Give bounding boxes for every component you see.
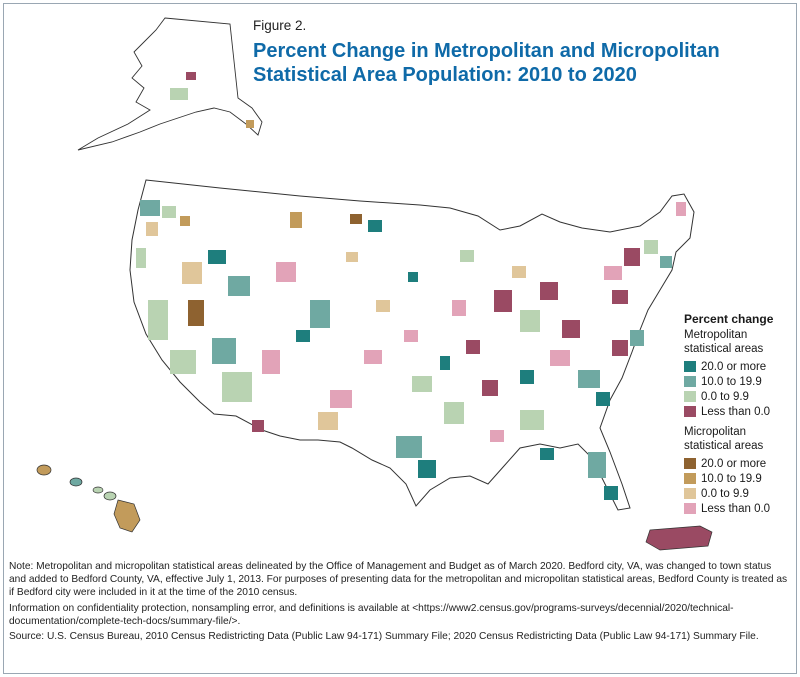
info-text: Information on confidentiality protectio… — [9, 602, 734, 627]
legend-label: 10.0 to 19.9 — [701, 472, 762, 485]
legend-swatch — [684, 361, 696, 372]
legend-label: 0.0 to 9.9 — [701, 390, 749, 403]
legend-item: Less than 0.0 — [684, 501, 796, 516]
figure-notes: Note: Metropolitan and micropolitan stat… — [9, 560, 789, 645]
legend-item: 20.0 or more — [684, 359, 796, 374]
legend-metro-heading: Metropolitan statistical areas — [684, 329, 764, 355]
legend-swatch — [684, 376, 696, 387]
legend-item: 10.0 to 19.9 — [684, 471, 796, 486]
legend-label: 20.0 or more — [701, 360, 767, 373]
source-text: Source: U.S. Census Bureau, 2010 Census … — [9, 631, 759, 643]
legend-swatch — [684, 458, 696, 469]
legend-item: 0.0 to 9.9 — [684, 486, 796, 501]
us-map — [36, 17, 713, 551]
legend-swatch — [684, 488, 696, 499]
hawaii-map — [36, 464, 141, 533]
legend-label: 20.0 or more — [701, 457, 767, 470]
legend-label: Less than 0.0 — [701, 405, 771, 418]
legend-label: Less than 0.0 — [701, 502, 771, 515]
alaska-micro-area — [246, 120, 254, 128]
legend-swatch — [684, 473, 696, 484]
note-text: Note: Metropolitan and micropolitan stat… — [9, 561, 788, 599]
legend-swatch — [684, 503, 696, 514]
legend-item: 20.0 or more — [684, 456, 796, 471]
puerto-rico-map — [645, 525, 713, 551]
legend-micro-heading: Micropolitan statistical areas — [684, 426, 764, 452]
alaska-metro-area — [170, 88, 188, 100]
alaska-map — [77, 17, 263, 151]
legend-swatch — [684, 406, 696, 417]
legend-swatch — [684, 391, 696, 402]
legend-item: Less than 0.0 — [684, 404, 796, 419]
legend: Percent change Metropolitan statistical … — [684, 312, 796, 516]
statistical-areas — [136, 200, 686, 500]
figure-title: Percent Change in Metropolitan and Micro… — [253, 40, 720, 86]
legend-item: 0.0 to 9.9 — [684, 389, 796, 404]
legend-label: 0.0 to 9.9 — [701, 487, 749, 500]
figure-label: Figure 2. — [253, 18, 307, 33]
alaska-metro-area — [186, 72, 196, 80]
legend-label: 10.0 to 19.9 — [701, 375, 762, 388]
legend-item: 10.0 to 19.9 — [684, 374, 796, 389]
legend-title: Percent change — [684, 312, 774, 326]
